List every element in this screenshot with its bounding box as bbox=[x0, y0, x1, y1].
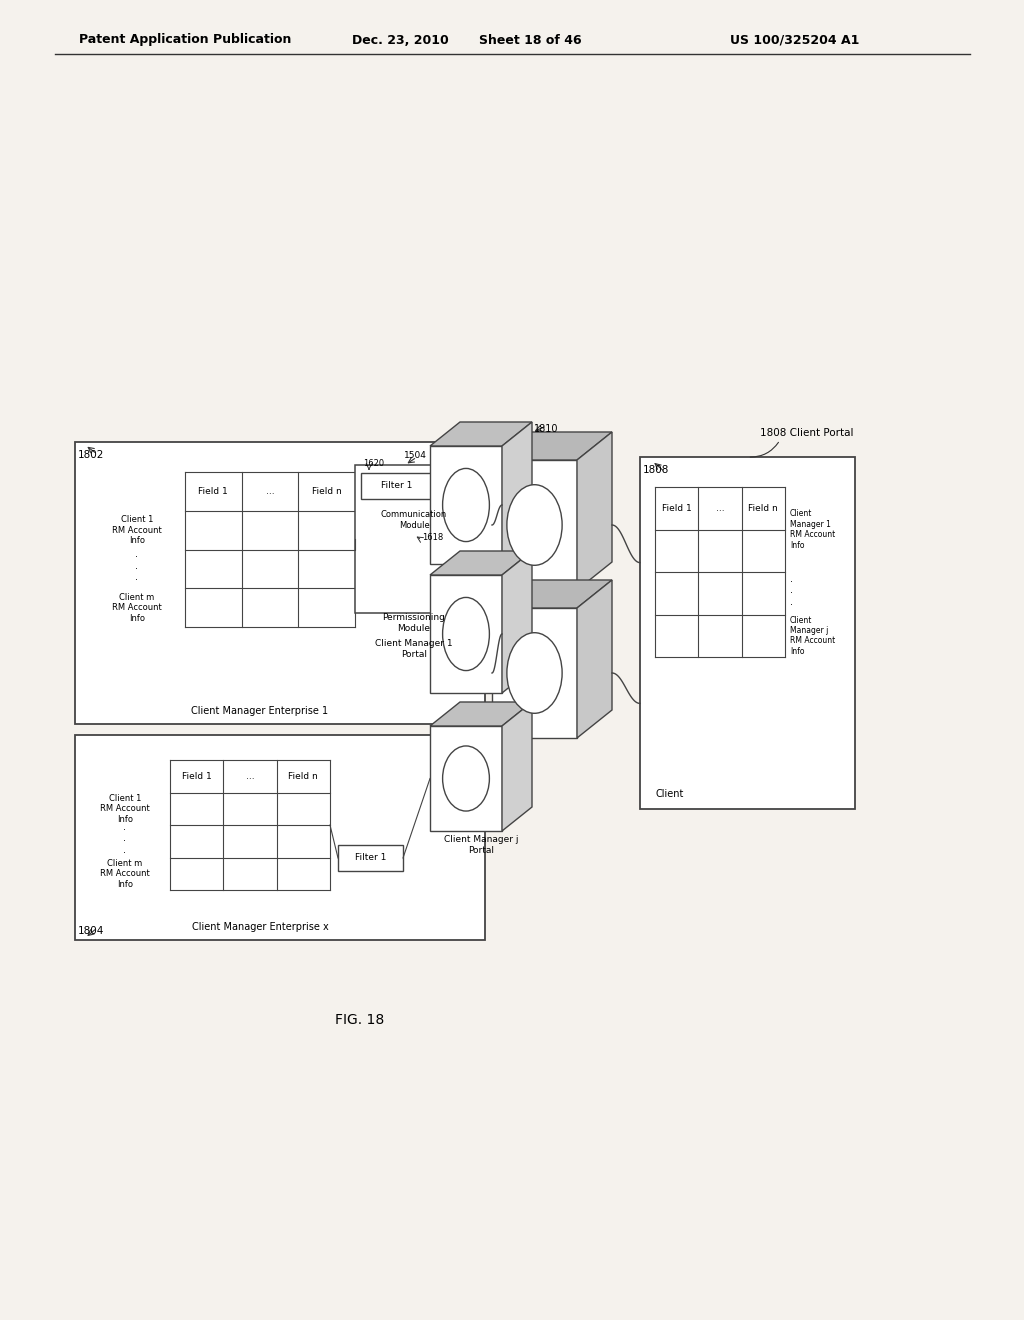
Text: Filter 1: Filter 1 bbox=[354, 854, 386, 862]
Text: US 100/325204 A1: US 100/325204 A1 bbox=[730, 33, 859, 46]
Polygon shape bbox=[492, 579, 612, 609]
Polygon shape bbox=[502, 550, 532, 693]
Text: Field 1: Field 1 bbox=[199, 487, 228, 496]
Polygon shape bbox=[492, 459, 577, 590]
Polygon shape bbox=[430, 446, 502, 564]
Text: Client Manager 1
Portal: Client Manager 1 Portal bbox=[375, 639, 453, 659]
Text: Field 1: Field 1 bbox=[182, 772, 212, 780]
Text: Client Manager Enterprise 1: Client Manager Enterprise 1 bbox=[191, 706, 329, 715]
Polygon shape bbox=[502, 422, 532, 564]
Ellipse shape bbox=[507, 484, 562, 565]
Polygon shape bbox=[430, 702, 532, 726]
Text: FIG. 18: FIG. 18 bbox=[336, 1012, 385, 1027]
Text: 1618: 1618 bbox=[422, 533, 443, 543]
Polygon shape bbox=[492, 609, 577, 738]
Bar bbox=[75, 735, 485, 940]
Bar bbox=[338, 845, 403, 871]
Text: Client
Manager 1
RM Account
Info: Client Manager 1 RM Account Info bbox=[790, 510, 836, 549]
Text: Sheet 18 of 46: Sheet 18 of 46 bbox=[478, 33, 582, 46]
Text: Communication
Module: Communication Module bbox=[381, 511, 447, 529]
Text: Client: Client bbox=[655, 789, 683, 799]
Text: ·
·
·: · · · bbox=[790, 577, 793, 610]
Bar bbox=[361, 473, 433, 499]
Polygon shape bbox=[577, 579, 612, 738]
Bar bbox=[355, 465, 473, 612]
Text: Field n: Field n bbox=[289, 772, 318, 780]
Polygon shape bbox=[430, 422, 532, 446]
Text: Client m
RM Account
Info: Client m RM Account Info bbox=[112, 593, 162, 623]
Text: Field n: Field n bbox=[311, 487, 342, 496]
Polygon shape bbox=[492, 432, 612, 459]
Polygon shape bbox=[430, 726, 502, 832]
Text: ·
·
·: · · · bbox=[124, 825, 127, 858]
Text: 1802: 1802 bbox=[78, 450, 104, 459]
Text: 1504: 1504 bbox=[403, 450, 426, 459]
Polygon shape bbox=[502, 702, 532, 832]
Text: Client Manager j
Portal: Client Manager j Portal bbox=[443, 836, 518, 855]
Text: 1620: 1620 bbox=[362, 459, 384, 469]
Ellipse shape bbox=[442, 598, 489, 671]
Text: ...: ... bbox=[246, 772, 254, 780]
Text: Field n: Field n bbox=[749, 504, 778, 512]
Text: 1808 Client Portal: 1808 Client Portal bbox=[760, 428, 853, 438]
Ellipse shape bbox=[507, 632, 562, 713]
Text: 1804: 1804 bbox=[78, 927, 104, 936]
Text: 1810: 1810 bbox=[534, 424, 558, 434]
Text: Client m
RM Account
Info: Client m RM Account Info bbox=[100, 859, 150, 888]
Text: Patent Application Publication: Patent Application Publication bbox=[79, 33, 291, 46]
Ellipse shape bbox=[442, 469, 489, 541]
Text: Dec. 23, 2010: Dec. 23, 2010 bbox=[351, 33, 449, 46]
Polygon shape bbox=[430, 550, 532, 576]
Bar bbox=[640, 457, 855, 809]
Text: Client
Manager j
RM Account
Info: Client Manager j RM Account Info bbox=[790, 615, 836, 656]
Text: ...: ... bbox=[716, 504, 724, 512]
Text: Client 1
RM Account
Info: Client 1 RM Account Info bbox=[100, 793, 150, 824]
Text: ·
·
·: · · · bbox=[135, 552, 138, 586]
Polygon shape bbox=[577, 432, 612, 590]
Ellipse shape bbox=[442, 746, 489, 810]
Polygon shape bbox=[430, 576, 502, 693]
Text: Filter 1: Filter 1 bbox=[381, 482, 413, 491]
Text: 1808: 1808 bbox=[643, 465, 670, 475]
Text: Permissioning
Module: Permissioning Module bbox=[383, 614, 445, 632]
Text: Field 1: Field 1 bbox=[662, 504, 691, 512]
Bar bbox=[75, 442, 485, 723]
Text: Client Manager Enterprise x: Client Manager Enterprise x bbox=[191, 921, 329, 932]
Text: Client 1
RM Account
Info: Client 1 RM Account Info bbox=[112, 515, 162, 545]
Text: ...: ... bbox=[265, 487, 274, 496]
